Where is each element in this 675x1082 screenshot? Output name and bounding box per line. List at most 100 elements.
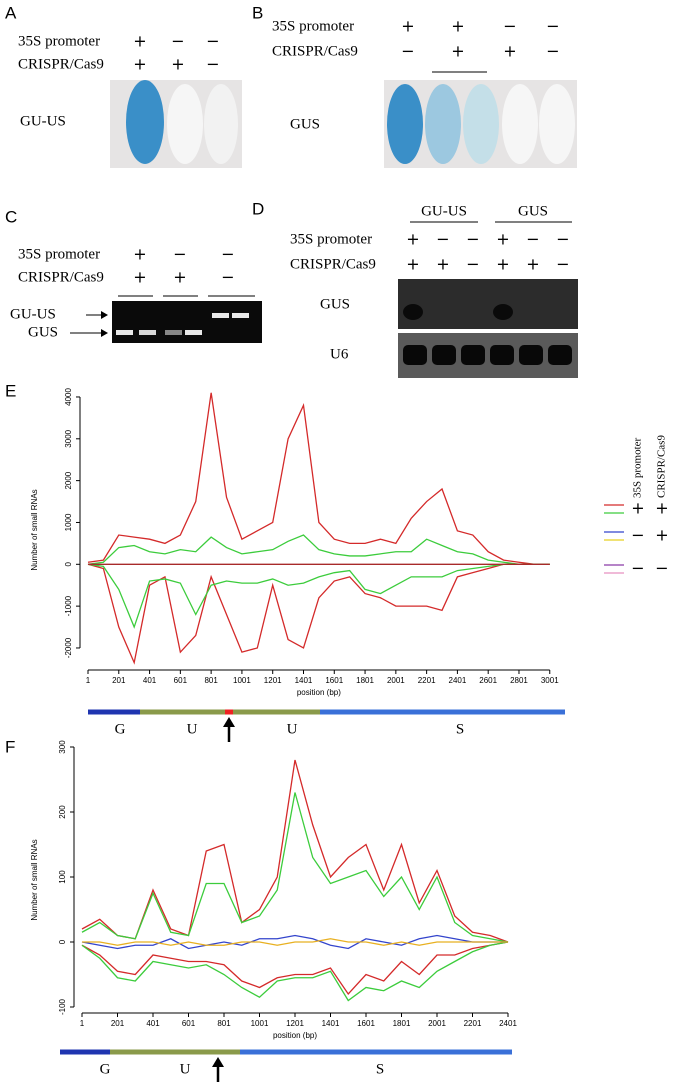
sign: + [526, 255, 539, 274]
x-tick-label: 1 [80, 1019, 85, 1028]
legend-sign: + [655, 499, 668, 518]
x-tick-label: 1601 [325, 676, 343, 685]
sign: − [556, 230, 569, 249]
sign: + [496, 230, 509, 249]
x-tick-label: 1401 [322, 1019, 340, 1028]
y-tick-label: 100 [58, 870, 67, 884]
sign: + [133, 245, 146, 264]
x-tick-label: 401 [146, 1019, 160, 1028]
x-tick-label: 801 [204, 676, 218, 685]
blot-label: GUS [320, 296, 350, 312]
gene-segment [110, 1049, 240, 1055]
gene-segment [60, 1049, 110, 1055]
legend-sign: − [631, 559, 644, 578]
x-tick-label: 2001 [387, 676, 405, 685]
x-tick-label: 1001 [233, 676, 251, 685]
band-label: GU-US [10, 306, 56, 322]
gene-label: S [376, 1061, 384, 1077]
legend-sign: + [631, 499, 644, 518]
legend-header: 35S promoter [632, 437, 644, 498]
legend-sign: + [655, 526, 668, 545]
y-tick-label: -2000 [64, 637, 73, 658]
gene-segment [233, 709, 320, 715]
x-tick-label: 1401 [295, 676, 313, 685]
series-line [82, 938, 508, 946]
sign: − [206, 55, 219, 74]
gene-label: G [115, 721, 126, 737]
gene-segment [140, 709, 225, 715]
group-label: GUS [518, 203, 548, 219]
series-line [87, 392, 550, 565]
gene-segment [240, 1049, 512, 1055]
leaf-image-a [110, 80, 242, 168]
sign: − [466, 255, 479, 274]
x-tick-label: 401 [143, 676, 157, 685]
sign: + [503, 42, 516, 61]
sign: + [451, 17, 464, 36]
series-line [87, 563, 550, 629]
y-tick-label: 3000 [64, 429, 73, 447]
row-label: CRISPR/Cas9 [272, 43, 358, 59]
x-tick-label: 2401 [449, 676, 467, 685]
x-tick-label: 1 [86, 676, 91, 685]
sign: + [133, 32, 146, 51]
row-label: 35S promoter [18, 246, 100, 262]
gene-label: U [287, 721, 298, 737]
blot-image [398, 221, 578, 378]
series-line [81, 792, 509, 943]
series-line [81, 941, 509, 996]
y-axis-label: Number of small RNAs [30, 839, 39, 920]
gene-label: S [456, 721, 464, 737]
row-label: 35S promoter [18, 33, 100, 49]
gene-segment [88, 709, 140, 715]
row-label: 35S promoter [272, 18, 354, 34]
x-tick-label: 201 [112, 676, 126, 685]
x-tick-label: 1001 [251, 1019, 269, 1028]
gene-label: U [187, 721, 198, 737]
y-tick-label: 0 [64, 562, 73, 567]
sign: − [436, 230, 449, 249]
y-tick-label: 200 [58, 805, 67, 819]
row-label: CRISPR/Cas9 [18, 56, 104, 72]
sign: − [526, 230, 539, 249]
arrow-head [212, 1057, 224, 1067]
x-axis-label: position (bp) [297, 688, 341, 697]
image-label: GUS [290, 116, 320, 132]
sign: − [221, 268, 234, 287]
x-tick-label: 2201 [418, 676, 436, 685]
x-tick-label: 601 [182, 1019, 196, 1028]
x-tick-label: 2401 [499, 1019, 517, 1028]
sign: − [171, 32, 184, 51]
gene-label: U [180, 1061, 191, 1077]
x-tick-label: 2801 [510, 676, 528, 685]
x-tick-label: 201 [111, 1019, 125, 1028]
sign: − [503, 17, 516, 36]
y-tick-label: 0 [58, 939, 67, 944]
x-tick-label: 601 [174, 676, 188, 685]
sign: − [221, 245, 234, 264]
legend-sign: − [655, 559, 668, 578]
image-label: GU-US [20, 113, 66, 129]
row-label: 35S promoter [290, 231, 372, 247]
x-tick-label: 1801 [393, 1019, 411, 1028]
sign: + [173, 268, 186, 287]
x-tick-label: 2001 [428, 1019, 446, 1028]
series-line [81, 759, 509, 943]
panel-label: E [5, 381, 16, 400]
panel-label: C [5, 207, 17, 226]
sign: + [406, 230, 419, 249]
series-line [87, 563, 550, 665]
panel-label: A [5, 3, 17, 22]
x-tick-label: 2601 [479, 676, 497, 685]
series-line [87, 534, 550, 565]
sign: − [556, 255, 569, 274]
x-tick-label: 2201 [464, 1019, 482, 1028]
sign: + [133, 55, 146, 74]
sign: + [451, 42, 464, 61]
sign: − [466, 230, 479, 249]
x-tick-label: 801 [217, 1019, 231, 1028]
x-tick-label: 1601 [357, 1019, 375, 1028]
series-line [81, 941, 509, 1002]
x-tick-label: 1801 [356, 676, 374, 685]
